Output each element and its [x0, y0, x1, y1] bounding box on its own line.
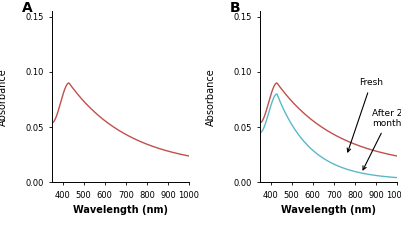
Text: B: B — [230, 1, 241, 15]
X-axis label: Wavelength (nm): Wavelength (nm) — [73, 205, 168, 215]
Text: After 2
months: After 2 months — [363, 109, 401, 170]
Text: Fresh: Fresh — [347, 79, 383, 152]
Text: A: A — [22, 1, 33, 15]
X-axis label: Wavelength (nm): Wavelength (nm) — [281, 205, 376, 215]
Y-axis label: Absorbance: Absorbance — [207, 68, 217, 126]
Y-axis label: Absorbance: Absorbance — [0, 68, 8, 126]
